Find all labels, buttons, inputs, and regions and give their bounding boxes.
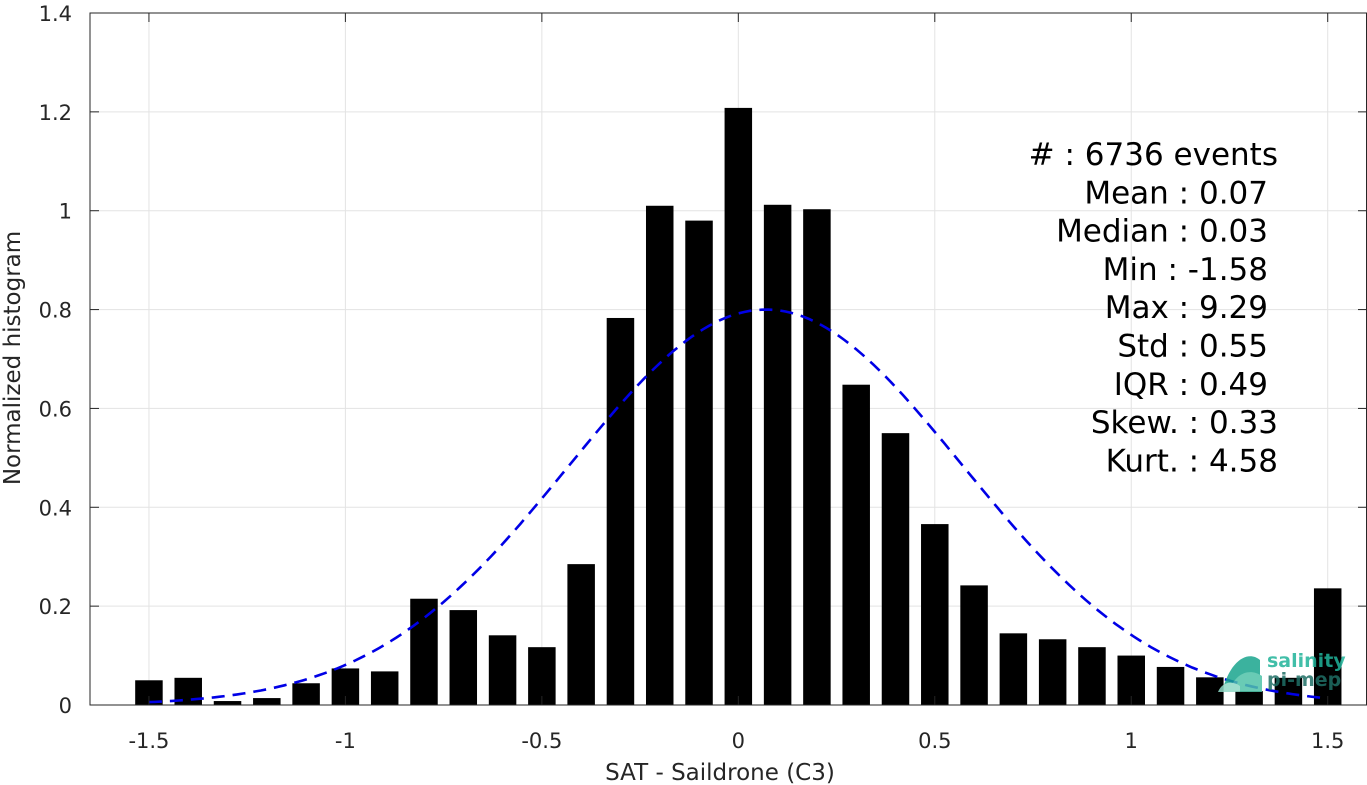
bars	[135, 107, 1342, 706]
histogram-bar	[410, 598, 438, 705]
histogram-bar	[1038, 639, 1067, 705]
histogram-bar	[567, 564, 595, 705]
histogram-bar	[881, 433, 910, 705]
histogram-bar	[1156, 666, 1185, 705]
histogram-bar	[842, 384, 870, 705]
x-tick-label: 0.5	[918, 729, 951, 753]
histogram-bar	[1274, 677, 1303, 705]
histogram-bar	[488, 635, 517, 705]
histogram-bar	[253, 698, 281, 705]
histogram-bar	[763, 204, 792, 706]
stat-line: Mean : 0.07	[1084, 175, 1268, 211]
tick-labels: -1.5 -1 -0.5 0 0.5 1 1.5 0 0.2 0.4 0.6 0.8 1 1.2 1.4	[39, 2, 1345, 753]
histogram-bar	[370, 671, 399, 705]
histogram-bar	[803, 209, 831, 705]
histogram-bar	[449, 610, 478, 705]
stat-line: IQR : 0.49	[1114, 367, 1268, 403]
histogram-bar	[1235, 691, 1263, 705]
stat-line: Median : 0.03	[1056, 214, 1268, 250]
y-tick-label: 0.4	[39, 496, 72, 520]
salinity-pi-mep-logo: salinity pi-mep	[1218, 650, 1346, 692]
y-tick-label: 1	[59, 200, 72, 224]
x-tick-label: -0.5	[521, 729, 562, 753]
y-tick-label: 0.2	[39, 595, 72, 619]
gaussian-fit-curve	[148, 308, 1328, 704]
stat-line: Skew. : 0.33	[1091, 405, 1278, 441]
histogram-bar	[960, 585, 988, 705]
stat-line: Std : 0.55	[1117, 329, 1268, 365]
y-tick-label: 0.6	[39, 397, 72, 421]
histogram-bar	[685, 220, 713, 705]
y-tick-label: 0.8	[39, 299, 72, 323]
ticks	[90, 12, 1367, 706]
histogram-bar	[724, 107, 753, 706]
x-tick-label: 0	[732, 729, 745, 753]
histogram-bar	[606, 317, 635, 705]
wave-icon	[1218, 656, 1262, 692]
stat-line: # : 6736 events	[1029, 137, 1278, 173]
x-tick-label: -1.5	[128, 729, 169, 753]
histogram-bar	[528, 647, 556, 705]
y-tick-label: 0	[59, 694, 72, 718]
y-tick-label: 1.2	[39, 101, 72, 125]
histogram-bar	[921, 524, 949, 705]
histogram-bar	[1078, 647, 1106, 705]
logo-line2: pi-mep	[1267, 669, 1341, 691]
x-axis-label: SAT - Saildrone (C3)	[605, 760, 835, 785]
x-tick-label: -1	[335, 729, 356, 753]
stat-line: Min : -1.58	[1103, 252, 1268, 288]
stat-line: Kurt. : 4.58	[1106, 443, 1278, 479]
x-tick-label: 1.5	[1311, 729, 1344, 753]
x-tick-label: 1	[1125, 729, 1138, 753]
histogram-bar	[999, 633, 1028, 705]
histogram-bar	[645, 205, 674, 705]
histogram-bar	[213, 701, 242, 705]
histogram-bar	[1313, 588, 1342, 705]
logo-line1: salinity	[1267, 650, 1346, 672]
stat-line: Max : 9.29	[1105, 290, 1268, 326]
y-axis-label: Normalized histogram	[0, 231, 26, 485]
histogram-bar	[292, 683, 320, 705]
y-tick-label: 1.4	[39, 2, 72, 26]
